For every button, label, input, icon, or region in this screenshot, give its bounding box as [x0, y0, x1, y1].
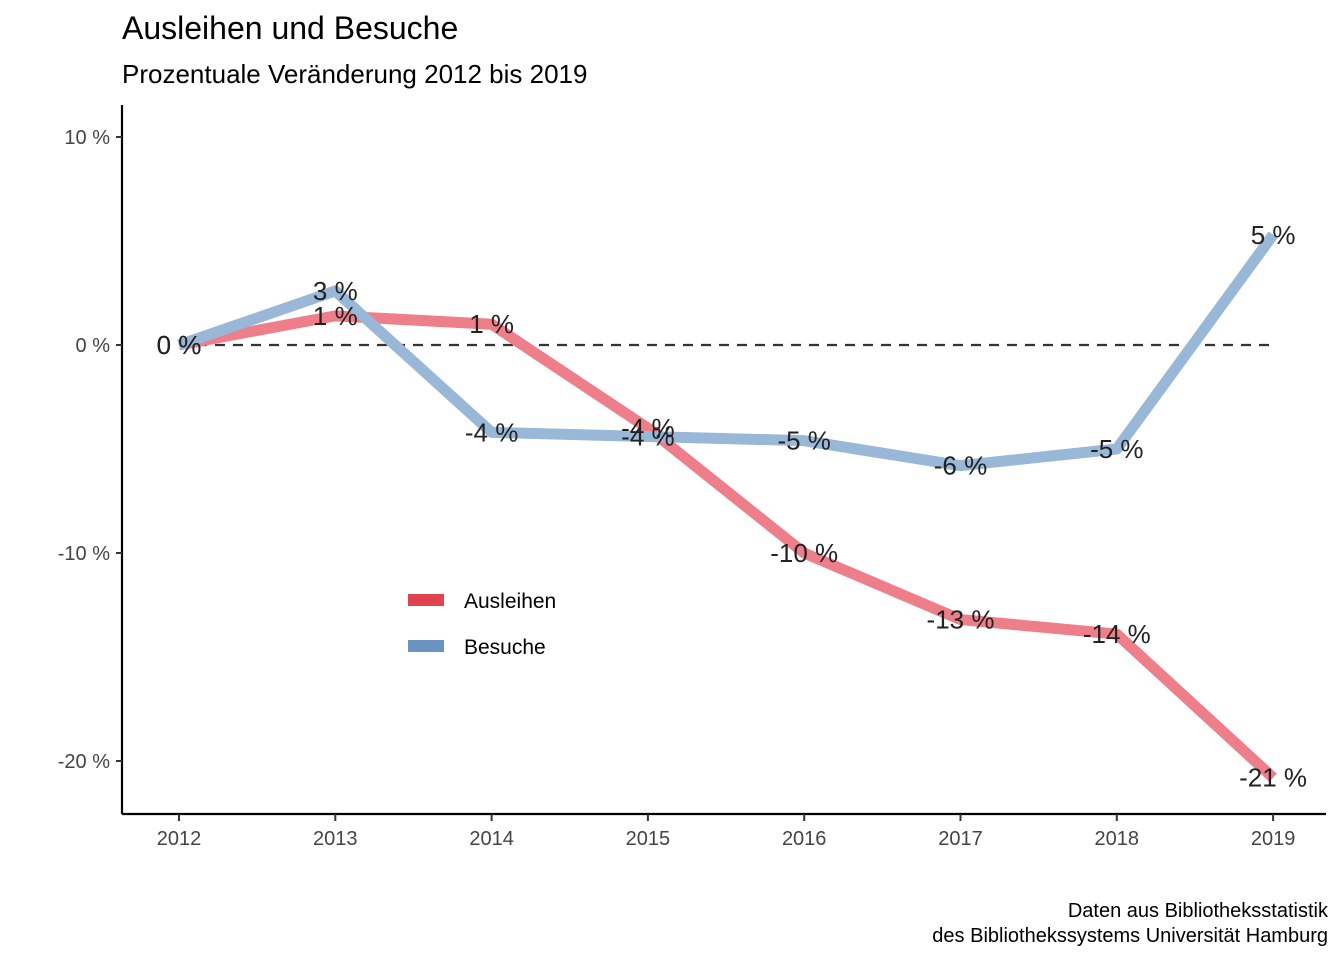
x-axis: 2012 2013 2014 2015 2016 2017 2018 2019 [122, 812, 1326, 850]
chart-subtitle: Prozentuale Veränderung 2012 bis 2019 [122, 59, 587, 89]
data-label-besuche: -5 % [1090, 434, 1143, 464]
caption-line-2: des Bibliothekssystems Universität Hambu… [932, 925, 1328, 947]
x-tick-label: 2019 [1251, 828, 1296, 850]
data-label-besuche: 3 % [313, 276, 358, 306]
series-line-ausleihen [177, 310, 1277, 782]
data-label-ausleihen: -13 % [927, 605, 995, 635]
data-label-ausleihen: 0 % [157, 330, 202, 360]
data-label-ausleihen: 1 % [313, 301, 358, 331]
y-axis: 10 % 0 % -10 % -20 % [58, 105, 124, 814]
data-label-besuche: -5 % [777, 426, 830, 456]
y-tick-label: 10 % [64, 127, 110, 149]
data-label-ausleihen: 1 % [469, 309, 514, 339]
x-tick-label: 2016 [782, 828, 827, 850]
legend-key-ausleihen [408, 594, 444, 606]
x-tick-label: 2012 [157, 828, 202, 850]
y-tick-label: 0 % [76, 335, 111, 357]
y-tick-label: -20 % [58, 751, 110, 773]
legend-key-besuche [408, 640, 444, 652]
y-tick-label: -10 % [58, 543, 110, 565]
legend-label-besuche: Besuche [464, 636, 546, 659]
data-label-ausleihen: -21 % [1239, 763, 1307, 793]
series-labels: 0 %1 % 1 %-4 %-10 %-13 % -14 %-21 %0 %3 %-… [157, 220, 1307, 793]
data-label-ausleihen: -14 % [1083, 619, 1151, 649]
x-tick-label: 2017 [938, 828, 983, 850]
data-label-besuche: -6 % [934, 451, 987, 481]
chart-title: Ausleihen und Besuche [122, 10, 458, 46]
data-label-ausleihen: -4 % [621, 413, 674, 443]
data-label-besuche: 0 % [157, 330, 202, 360]
caption-line-1: Daten aus Bibliotheksstatistik [1068, 900, 1329, 922]
series-lines [177, 231, 1278, 782]
data-label-ausleihen: -10 % [770, 538, 838, 568]
x-tick-label: 2018 [1095, 828, 1140, 850]
x-tick-label: 2014 [469, 828, 514, 850]
x-tick-label: 2015 [626, 828, 671, 850]
data-label-besuche: -4 % [621, 422, 674, 452]
series-line-besuche [177, 231, 1278, 472]
data-label-besuche: 5 % [1251, 220, 1296, 250]
legend-label-ausleihen: Ausleihen [464, 590, 556, 613]
plot-area: 10 %0 %-10 %-20 % 2012 2013 2014 2015 2016 20… [58, 105, 1326, 850]
x-tick-label: 2013 [313, 828, 358, 850]
data-label-besuche: -4 % [465, 417, 518, 447]
legend: Ausleihen Besuche [408, 590, 556, 659]
